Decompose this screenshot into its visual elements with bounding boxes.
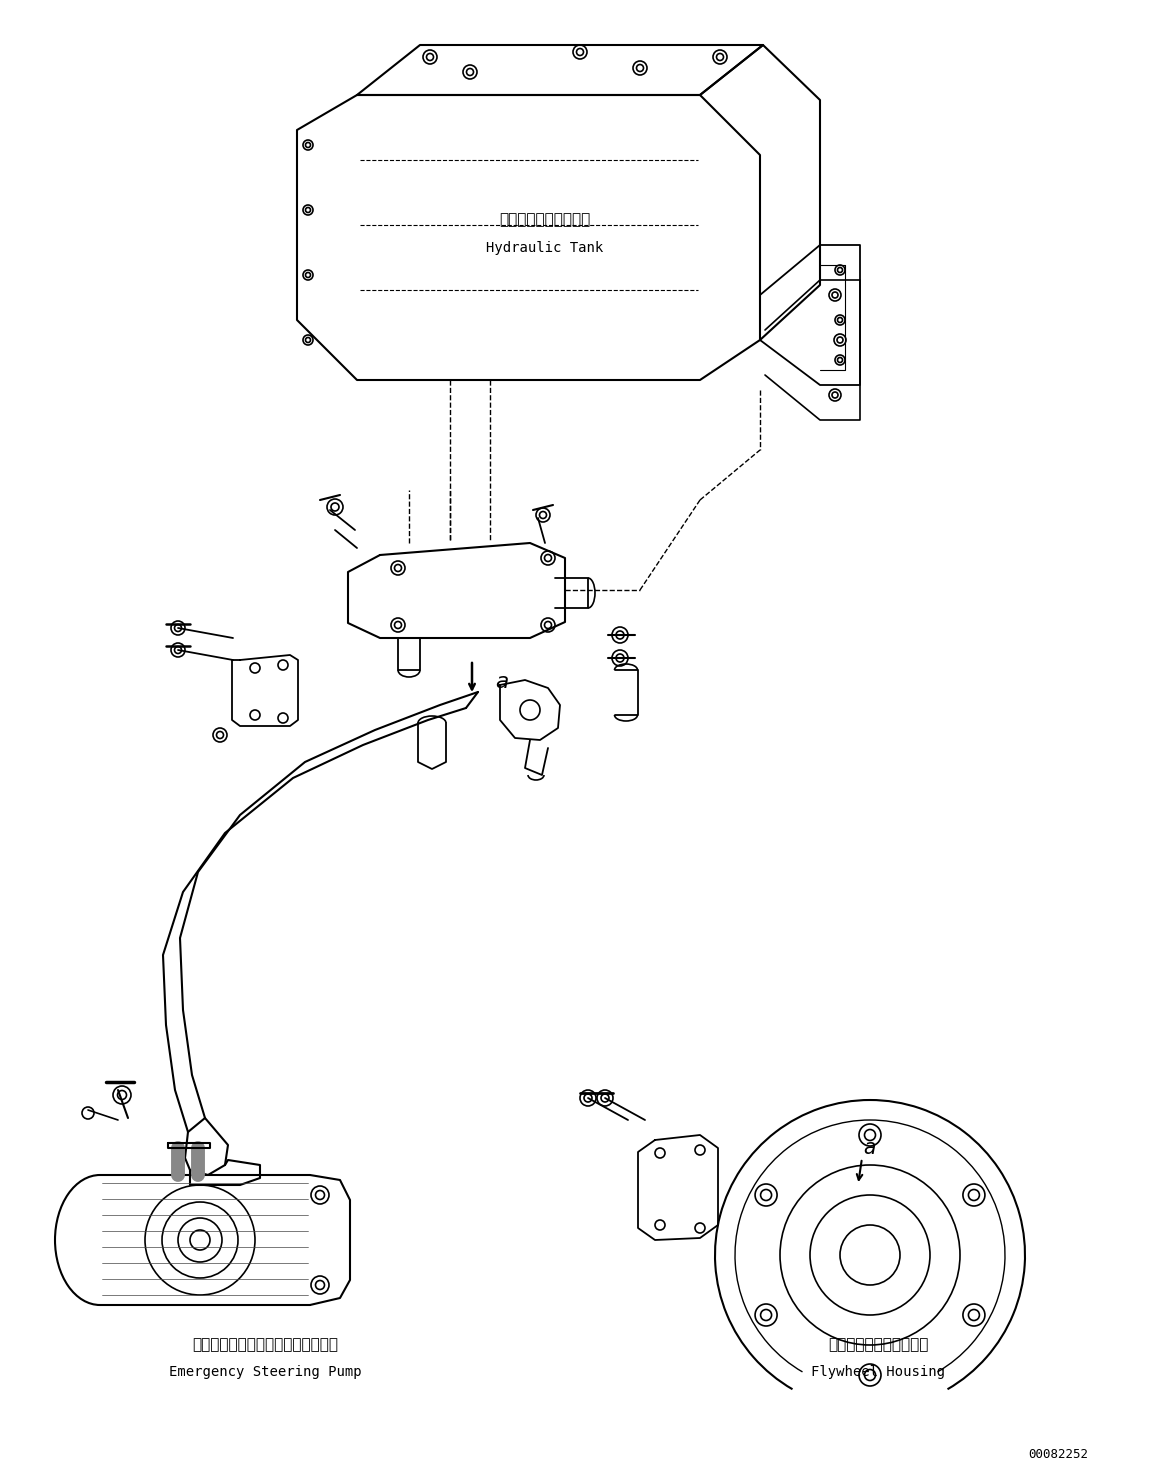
Text: Emergency Steering Pump: Emergency Steering Pump [169,1365,362,1380]
Text: エマージェンシステアリングポンプ: エマージェンシステアリングポンプ [192,1338,338,1353]
Text: Flywheel Housing: Flywheel Housing [811,1365,946,1380]
Text: 00082252: 00082252 [1028,1449,1089,1462]
Text: フライホイルハウジング: フライホイルハウジング [828,1338,928,1353]
Text: Hydraulic Tank: Hydraulic Tank [486,241,604,256]
Text: a: a [495,672,508,693]
Text: a: a [864,1137,876,1158]
Text: ハイドロリックタンク: ハイドロリックタンク [499,213,591,227]
